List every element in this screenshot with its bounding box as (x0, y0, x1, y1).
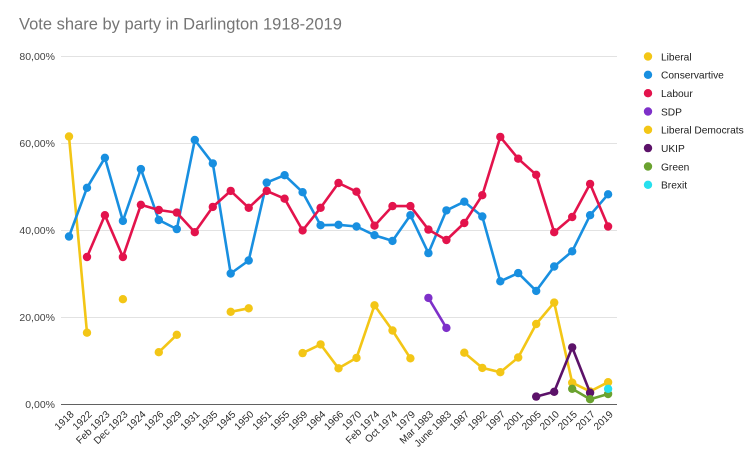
svg-text:Liberal Democrats: Liberal Democrats (661, 126, 744, 137)
svg-text:Brexit: Brexit (661, 181, 687, 192)
svg-text:Green: Green (661, 162, 689, 173)
svg-text:20,00%: 20,00% (19, 312, 55, 324)
svg-text:0,00%: 0,00% (25, 399, 55, 411)
svg-text:60,00%: 60,00% (19, 138, 55, 150)
svg-text:40,00%: 40,00% (19, 225, 55, 237)
svg-text:Conservartive: Conservartive (661, 71, 724, 82)
svg-text:UKIP: UKIP (661, 144, 685, 155)
svg-text:Labour: Labour (661, 89, 693, 100)
svg-text:Liberal: Liberal (661, 52, 692, 63)
svg-text:SDP: SDP (661, 107, 682, 118)
svg-text:Vote share by party in Darling: Vote share by party in Darlington 1918-2… (19, 16, 342, 34)
svg-text:80,00%: 80,00% (19, 51, 55, 63)
